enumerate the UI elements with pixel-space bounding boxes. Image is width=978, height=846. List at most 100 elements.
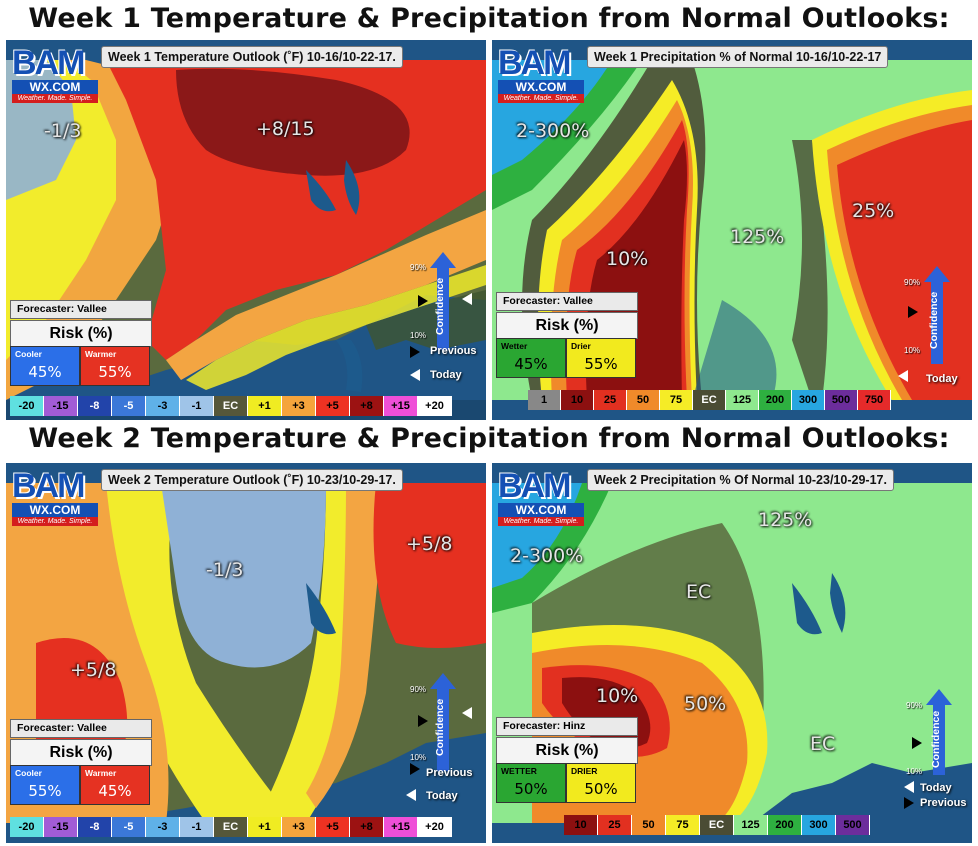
legend-cell: -15: [44, 396, 78, 416]
today-button[interactable]: Today: [926, 373, 958, 385]
precip-label: 2-300%: [516, 120, 590, 142]
previous-button[interactable]: Previous: [426, 767, 473, 779]
legend-cell: -20: [10, 817, 44, 837]
warmer-risk-box: Warmer 55%: [80, 346, 150, 386]
today-arrow-icon[interactable]: [904, 781, 914, 793]
legend-cell: 300: [802, 815, 836, 835]
confidence-low-label: 10%: [906, 767, 923, 776]
legend-cell: 10: [564, 815, 598, 835]
confidence-low-label: 10%: [410, 753, 427, 762]
week1-title: Week 1 Temperature & Precipitation from …: [28, 3, 950, 34]
precip-label: 25%: [852, 200, 895, 222]
confidence-marker-icon: [908, 306, 918, 318]
map-header: Week 1 Temperature Outlook (˚F) 10-16/10…: [101, 46, 403, 68]
precip-label: 125%: [730, 226, 785, 248]
legend-cell: 300: [792, 390, 825, 410]
confidence-arrow-icon: [430, 673, 456, 771]
today-arrow-icon[interactable]: [406, 789, 416, 801]
precip-label: EC: [810, 733, 836, 755]
legend-cell: -1: [180, 396, 214, 416]
confidence-label: Confidence: [930, 710, 942, 768]
previous-arrow-icon[interactable]: [904, 797, 914, 809]
forecaster-label: Forecaster: Hinz: [496, 717, 638, 736]
today-button[interactable]: Today: [920, 782, 952, 794]
confidence-arrow-icon: [926, 689, 952, 775]
legend-cell: -8: [78, 817, 112, 837]
bam-logo: BAM WX.COM Weather. Made. Simple.: [498, 467, 584, 527]
today-button[interactable]: Today: [426, 790, 458, 802]
confidence-marker-icon: [418, 295, 428, 307]
legend-cell: EC: [214, 817, 248, 837]
precip-label: 10%: [596, 685, 639, 707]
anomaly-label: +5/8: [406, 533, 453, 555]
drier-risk-box: DRIER 50%: [566, 763, 636, 803]
legend-cell: 75: [660, 390, 693, 410]
precip-label: 10%: [606, 248, 649, 270]
week1-precipitation-map: BAM WX.COM Weather. Made. Simple. Week 1…: [492, 40, 972, 420]
precipitation-legend: 10 25 50 75 EC 125 200 300 500: [564, 815, 870, 835]
legend-cell: +15: [384, 396, 418, 416]
legend-cell: -1: [180, 817, 214, 837]
temperature-legend: -20 -15 -8 -5 -3 -1 EC +1 +3 +5 +8 +15 +…: [10, 817, 452, 837]
cooler-risk-box: Cooler 55%: [10, 765, 80, 805]
anomaly-label: +8/15: [256, 118, 315, 140]
legend-cell: 75: [666, 815, 700, 835]
legend-cell: 25: [594, 390, 627, 410]
legend-cell: 50: [627, 390, 660, 410]
confidence-arrow-icon: [924, 266, 950, 364]
bam-logo: BAM WX.COM Weather. Made. Simple.: [498, 44, 584, 104]
legend-cell: +8: [350, 817, 384, 837]
confidence-marker-icon: [912, 737, 922, 749]
legend-cell: EC: [700, 815, 734, 835]
confidence-arrow-icon: [430, 252, 456, 350]
forecaster-label: Forecaster: Vallee: [496, 292, 638, 311]
previous-arrow-icon[interactable]: [410, 763, 420, 775]
map-header: Week 1 Precipitation % of Normal 10-16/1…: [587, 46, 889, 68]
map-header: Week 2 Temperature Outlook (˚F) 10-23/10…: [101, 469, 403, 491]
risk-title: Risk (%): [10, 739, 152, 766]
confidence-high-label: 90%: [410, 685, 427, 694]
risk-title: Risk (%): [496, 737, 638, 764]
legend-cell: +8: [350, 396, 384, 416]
week1-temperature-map: BAM WX.COM Weather. Made. Simple. Week 1…: [6, 40, 486, 420]
anomaly-label: -1/3: [44, 120, 82, 142]
risk-title: Risk (%): [10, 320, 152, 347]
legend-cell: -3: [146, 817, 180, 837]
confidence-high-label: 90%: [410, 263, 427, 272]
week2-temperature-map: BAM WX.COM Weather. Made. Simple. Week 2…: [6, 463, 486, 843]
previous-button[interactable]: Previous: [920, 797, 967, 809]
legend-cell: +5: [316, 817, 350, 837]
legend-cell: 1: [528, 390, 561, 410]
forecaster-label: Forecaster: Vallee: [10, 300, 152, 319]
legend-cell: -20: [10, 396, 44, 416]
legend-cell: +3: [282, 396, 316, 416]
legend-cell: -3: [146, 396, 180, 416]
previous-button[interactable]: Previous: [430, 345, 477, 357]
today-arrow-icon[interactable]: [410, 369, 420, 381]
anomaly-label: -1/3: [206, 559, 244, 581]
cooler-risk-box: Cooler 45%: [10, 346, 80, 386]
week2-title: Week 2 Temperature & Precipitation from …: [28, 423, 950, 454]
wetter-risk-box: Wetter 45%: [496, 338, 566, 378]
previous-arrow-icon[interactable]: [410, 346, 420, 358]
week2-precipitation-map: BAM WX.COM Weather. Made. Simple. Week 2…: [492, 463, 972, 843]
confidence-label: Confidence: [434, 698, 446, 756]
legend-cell: EC: [214, 396, 248, 416]
today-arrow-icon[interactable]: [898, 370, 908, 382]
confidence-marker-icon: [418, 715, 428, 727]
legend-cell: 200: [768, 815, 802, 835]
legend-cell: +15: [384, 817, 418, 837]
legend-cell: 500: [836, 815, 870, 835]
legend-cell: 10: [561, 390, 594, 410]
precip-label: 2-300%: [510, 545, 584, 567]
legend-cell: 500: [825, 390, 858, 410]
confidence-low-label: 10%: [410, 331, 427, 340]
legend-cell: +1: [248, 396, 282, 416]
forecaster-label: Forecaster: Vallee: [10, 719, 152, 738]
legend-cell: -8: [78, 396, 112, 416]
warmer-risk-box: Warmer 45%: [80, 765, 150, 805]
legend-cell: 25: [598, 815, 632, 835]
today-button[interactable]: Today: [430, 369, 462, 381]
wetter-risk-box: WETTER 50%: [496, 763, 566, 803]
confidence-marker-icon: [462, 707, 472, 719]
